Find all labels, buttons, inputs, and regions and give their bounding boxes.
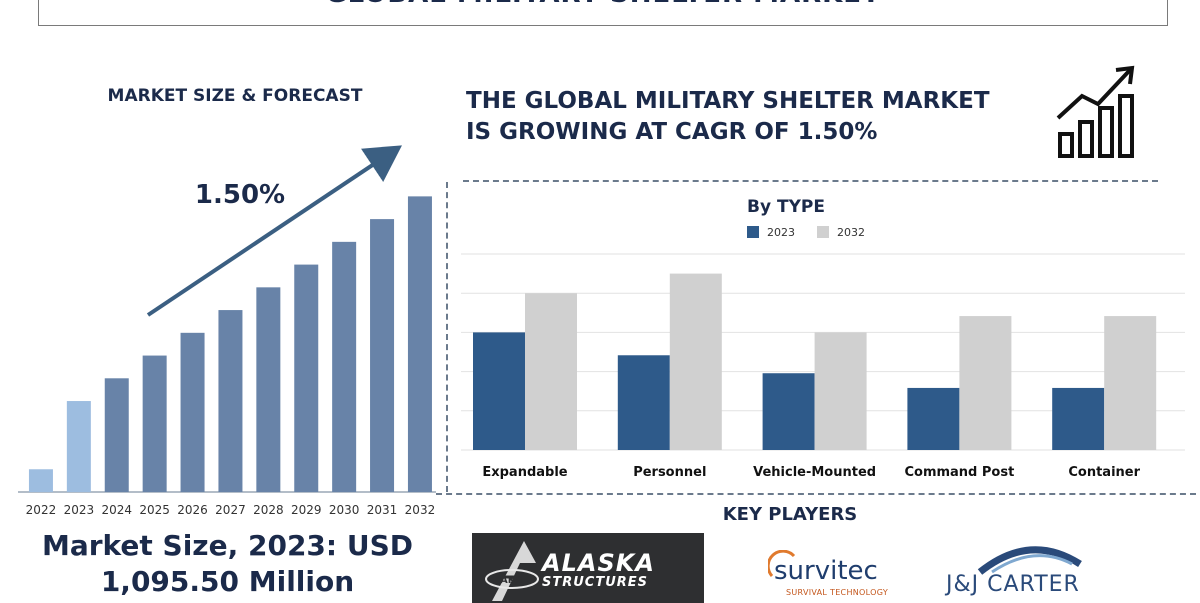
jj-carter-name: J&J CARTER	[946, 572, 1080, 597]
page-title: GLOBAL MILITARY SHELTER MARKET	[39, 0, 1167, 9]
type-chart-title: By TYPE	[747, 197, 825, 217]
growth-arrow	[146, 145, 402, 317]
forecast-tick-2023: 2023	[64, 503, 95, 517]
forecast-heading: MARKET SIZE & FORECAST	[107, 86, 363, 106]
vertical-divider	[446, 182, 448, 492]
type-category-label: Command Post	[904, 465, 1014, 480]
forecast-bar-chart: 1.50% 2022 2023 2024 2025 2026 2027 2028 2029 20…	[18, 145, 436, 517]
legend-swatch-2032	[817, 226, 829, 238]
forecast-bar-2032	[407, 196, 432, 492]
forecast-bar-2022	[28, 469, 53, 492]
forecast-tick-2030: 2030	[329, 503, 360, 517]
survitec-sub: SURVIVAL TECHNOLOGY	[786, 588, 889, 597]
growth-chart-icon	[1056, 65, 1135, 158]
type-bar-expandable-2032	[525, 293, 577, 450]
cagr-headline: THE GLOBAL MILITARY SHELTER MARKET IS GR…	[466, 86, 1066, 148]
survitec-name: survitec	[774, 556, 878, 586]
type-bar-vehicle-mounted-2032	[814, 332, 867, 450]
type-bar-vehicle-mounted-2023	[762, 373, 815, 450]
alaska-name: ALASKA	[542, 549, 655, 577]
type-bar-container-2023	[1052, 387, 1105, 450]
survitec-logo: survitec SURVIVAL TECHNOLOGY	[764, 548, 894, 598]
market-size-line1: Market Size, 2023: USD	[41, 529, 413, 562]
type-bar-command-post-2023	[907, 387, 960, 450]
forecast-tick-2027: 2027	[215, 503, 246, 517]
forecast-tick-2026: 2026	[177, 503, 208, 517]
type-bar-personnel-2023	[617, 355, 670, 450]
type-category-label: Personnel	[633, 465, 706, 480]
forecast-tick-2025: 2025	[139, 503, 170, 517]
legend-swatch-2023	[747, 226, 759, 238]
forecast-bar-2029	[294, 264, 319, 492]
type-category-label: Expandable	[482, 465, 567, 480]
headline-line1: THE GLOBAL MILITARY SHELTER MARKET	[466, 88, 990, 114]
forecast-tick-2028: 2028	[253, 503, 284, 517]
type-bar-personnel-2032	[669, 273, 722, 450]
type-bar-container-2032	[1104, 316, 1157, 450]
type-chart-legend: 2023 2032	[747, 226, 865, 239]
type-category-label: Vehicle-Mounted	[753, 465, 876, 480]
headline-line2: IS GROWING AT CAGR OF 1.50%	[466, 119, 878, 145]
market-size-text: Market Size, 2023: USD 1,095.50 Million	[0, 528, 455, 600]
by-type-bar-chart: By TYPE 2023 2032 Expandable Personnel Vehi…	[461, 197, 1185, 480]
forecast-tick-2029: 2029	[291, 503, 322, 517]
forecast-bar-2030	[332, 241, 357, 492]
type-bar-command-post-2032	[959, 316, 1012, 450]
forecast-tick-2024: 2024	[101, 503, 132, 517]
legend-label-2032: 2032	[837, 226, 865, 239]
key-players-heading: KEY PLAYERS	[722, 504, 858, 525]
forecast-bar-2031	[370, 219, 395, 492]
forecast-bar-2027	[218, 310, 243, 492]
forecast-bar-2028	[256, 287, 281, 492]
horizontal-divider-bottom	[436, 493, 1196, 495]
forecast-tick-2031: 2031	[367, 503, 398, 517]
forecast-bar-2023	[66, 401, 91, 492]
alaska-sub: STRUCTURES	[542, 575, 649, 590]
alaska-structures-logo: AKS ALASKA STRUCTURES	[472, 533, 704, 603]
horizontal-divider-top	[463, 180, 1158, 182]
forecast-bar-2024	[104, 378, 129, 492]
alaska-badge: AKS	[500, 575, 523, 586]
title-banner: GLOBAL MILITARY SHELTER MARKET	[38, 0, 1168, 26]
forecast-tick-2022: 2022	[26, 503, 57, 517]
cagr-label: 1.50%	[195, 180, 285, 210]
jj-carter-logo: J&J CARTER	[940, 538, 1090, 600]
type-category-label: Container	[1068, 465, 1140, 480]
type-bar-expandable-2023	[473, 332, 525, 450]
forecast-bar-2026	[180, 332, 205, 492]
forecast-bar-2025	[142, 355, 167, 492]
forecast-tick-2032: 2032	[405, 503, 436, 517]
legend-label-2023: 2023	[767, 226, 795, 239]
market-size-line2: 1,095.50 Million	[100, 565, 355, 598]
